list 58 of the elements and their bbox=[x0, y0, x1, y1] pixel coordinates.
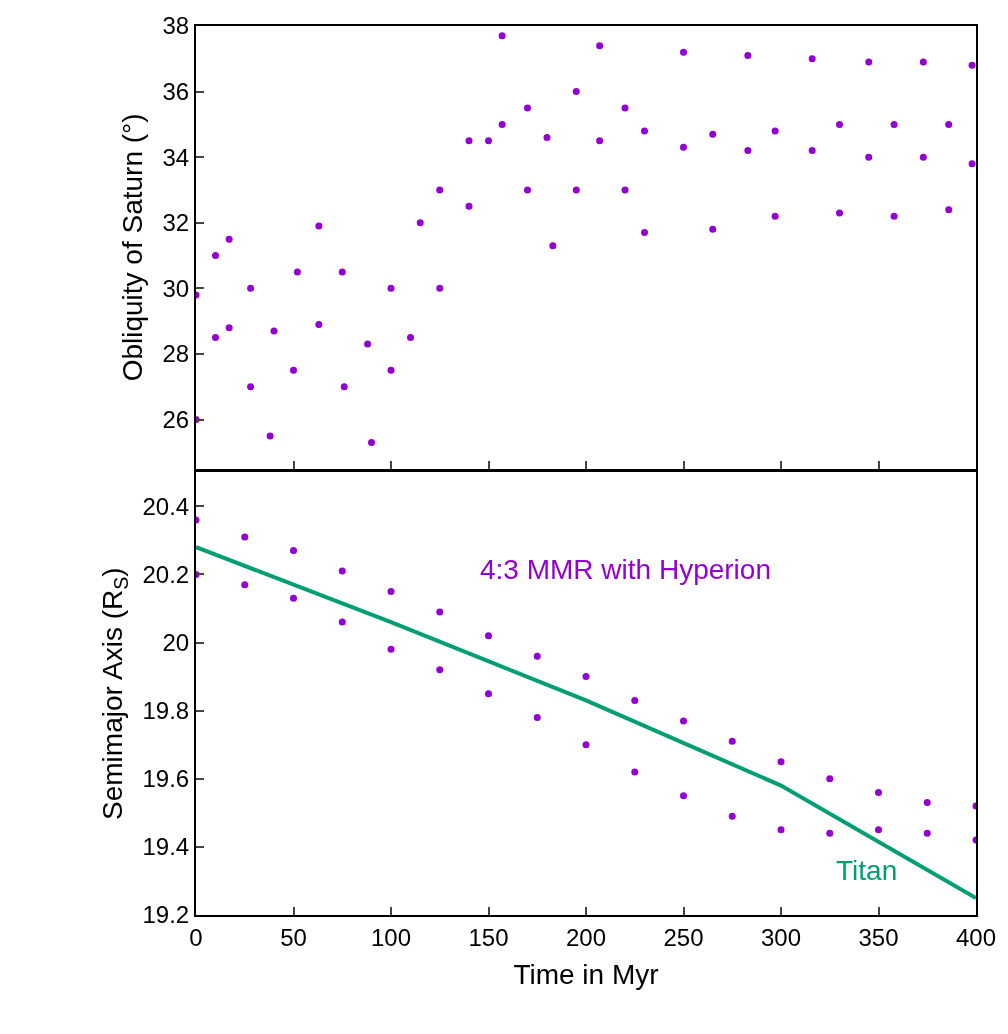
x-axis-title: Time in Myr bbox=[513, 959, 659, 991]
point bbox=[777, 826, 785, 834]
point bbox=[582, 673, 590, 681]
x-tick-label: 100 bbox=[370, 923, 412, 951]
point bbox=[582, 741, 590, 749]
point bbox=[338, 567, 346, 575]
y-tick-label: 19.4 bbox=[142, 833, 190, 861]
x-tick-label: 350 bbox=[858, 923, 899, 951]
y-tick-label: 26 bbox=[162, 405, 190, 433]
y-tick-label: 20.2 bbox=[142, 560, 190, 588]
y-tick-label: 20 bbox=[162, 628, 190, 656]
point bbox=[680, 717, 687, 725]
point bbox=[241, 533, 249, 541]
point bbox=[826, 775, 834, 783]
point bbox=[533, 652, 541, 660]
point bbox=[387, 645, 395, 653]
y-tick-label: 34 bbox=[162, 143, 190, 171]
point bbox=[241, 581, 249, 589]
y-tick-label: 38 bbox=[162, 12, 190, 40]
point bbox=[290, 547, 297, 555]
point bbox=[826, 829, 834, 837]
y-tick-label: 32 bbox=[162, 209, 190, 237]
series-label: Titan bbox=[836, 855, 898, 886]
point bbox=[485, 632, 492, 640]
series-label: 4:3 MMR with Hyperion bbox=[480, 554, 771, 585]
x-tick-label: 400 bbox=[955, 923, 997, 951]
y-tick-label: 19.8 bbox=[142, 697, 190, 725]
x-tick-label: 300 bbox=[760, 923, 802, 951]
x-tick-label: 150 bbox=[468, 923, 509, 951]
point bbox=[631, 696, 639, 704]
x-tick-label: 50 bbox=[280, 923, 307, 951]
point bbox=[777, 758, 785, 766]
x-tick-label: 200 bbox=[565, 923, 607, 951]
y-tick-label: 28 bbox=[162, 340, 190, 368]
point bbox=[436, 608, 444, 616]
x-tick-label: 0 bbox=[189, 923, 203, 951]
point bbox=[680, 792, 687, 800]
y-tick-label: 19.2 bbox=[142, 901, 190, 929]
line-series bbox=[196, 545, 976, 900]
point bbox=[631, 768, 639, 776]
point bbox=[338, 618, 346, 626]
y-tick-label: 36 bbox=[162, 77, 190, 105]
point bbox=[485, 690, 492, 698]
y-tick-label: 30 bbox=[162, 274, 190, 302]
y-tick-label: 20.4 bbox=[142, 492, 190, 520]
point bbox=[923, 829, 931, 837]
point bbox=[387, 587, 395, 595]
point bbox=[290, 594, 297, 602]
x-tick-label: 250 bbox=[663, 923, 704, 951]
point bbox=[875, 788, 882, 796]
point bbox=[875, 826, 882, 834]
point bbox=[436, 666, 444, 674]
point bbox=[728, 812, 736, 820]
point bbox=[923, 799, 931, 807]
point bbox=[533, 713, 541, 721]
y-axis-title: Obliquity of Saturn (°) bbox=[116, 113, 148, 382]
y-tick-label: 19.6 bbox=[142, 765, 190, 793]
point bbox=[728, 737, 736, 745]
